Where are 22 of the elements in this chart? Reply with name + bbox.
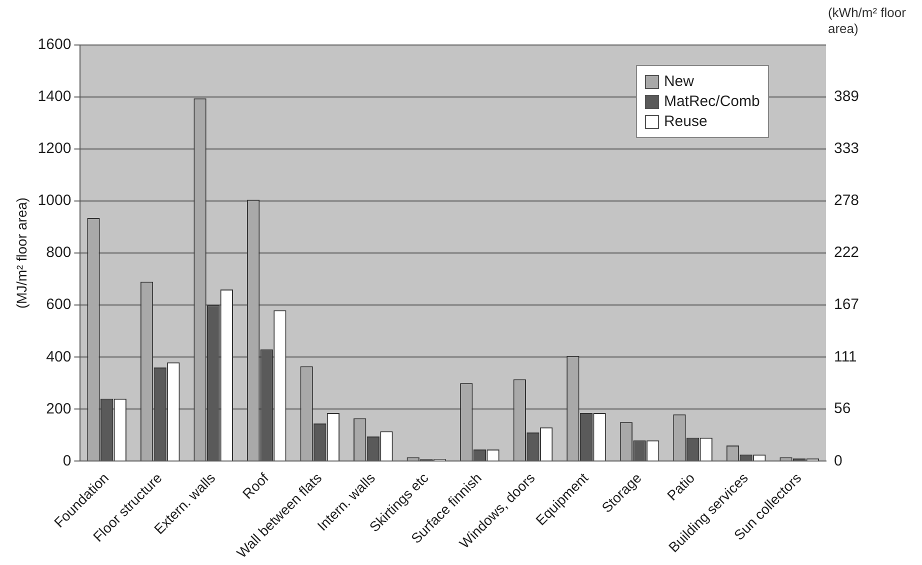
- y2-tick-label: 389: [834, 88, 860, 106]
- y2-tick-label: 56: [834, 400, 851, 418]
- y2-tick-label: 0: [834, 452, 842, 470]
- y-tick-label: 1400: [38, 88, 72, 106]
- legend-label: MatRec/Comb: [662, 93, 760, 110]
- y2-tick-label: 222: [834, 244, 860, 262]
- y-axis-title: (MJ/m² floor area): [13, 197, 30, 309]
- y-tick-label: 1200: [38, 140, 72, 158]
- legend-label: New: [662, 73, 695, 90]
- y2-tick-label: 111: [834, 348, 857, 366]
- y-tick-label: 1000: [38, 192, 72, 210]
- y-tick-label: 1600: [38, 36, 72, 54]
- y2-tick-label: 278: [834, 192, 860, 210]
- y-tick-label: 600: [46, 296, 72, 314]
- y-tick-label: 200: [46, 400, 72, 418]
- y2-tick-label: 333: [834, 140, 860, 158]
- legend-label: Reuse: [662, 113, 708, 130]
- y2-axis-title: (kWh/m² floor area): [828, 5, 907, 37]
- y-tick-label: 400: [46, 348, 72, 366]
- y-tick-label: 800: [46, 244, 72, 262]
- y2-tick-label: 167: [834, 296, 860, 314]
- y-tick-label: 0: [62, 452, 72, 470]
